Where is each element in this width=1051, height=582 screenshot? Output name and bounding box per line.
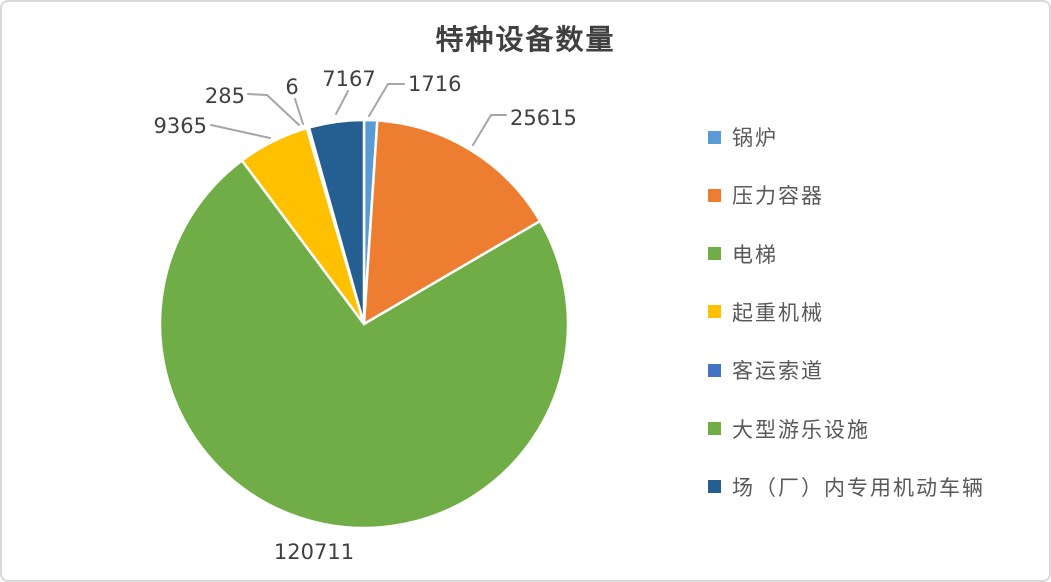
legend-swatch-icon xyxy=(708,363,721,377)
pie-slice-6[interactable] xyxy=(307,118,366,326)
legend-item-0[interactable]: 锅炉 xyxy=(708,122,1038,152)
legend-swatch-icon xyxy=(708,130,721,144)
legend-label: 锅炉 xyxy=(732,126,778,150)
chart-title: 特种设备数量 xyxy=(435,23,616,56)
leader-line-0 xyxy=(368,83,405,117)
legend-item-6[interactable]: 场（厂）内专用机动车辆 xyxy=(708,472,1038,502)
leader-line-5 xyxy=(294,98,304,125)
pie-slice-1[interactable] xyxy=(362,119,542,326)
data-label-2: 120711 xyxy=(274,540,354,564)
legend-label: 客运索道 xyxy=(732,359,824,384)
legend-item-2[interactable]: 电梯 xyxy=(708,239,1038,269)
data-label-0: 1716 xyxy=(408,72,461,96)
legend-label: 场（厂）内专用机动车辆 xyxy=(732,475,985,500)
data-label-4: 285 xyxy=(205,84,245,108)
legend-swatch-icon xyxy=(708,480,721,494)
legend-swatch-icon xyxy=(708,305,721,319)
data-label-5: 6 xyxy=(285,75,298,99)
legend-item-1[interactable]: 压力容器 xyxy=(708,180,1038,210)
pie-slice-2[interactable] xyxy=(158,159,570,530)
legend-swatch-icon xyxy=(708,188,721,202)
legend-label: 压力容器 xyxy=(732,184,824,209)
legend-item-3[interactable]: 起重机械 xyxy=(708,297,1038,327)
legend-label: 大型游乐设施 xyxy=(732,417,870,442)
data-label-3: 9365 xyxy=(154,114,207,138)
legend-swatch-icon xyxy=(708,422,721,436)
leader-line-6 xyxy=(335,90,349,115)
legend-label: 起重机械 xyxy=(732,300,824,325)
legend-item-5[interactable]: 大型游乐设施 xyxy=(708,414,1038,444)
data-label-6: 7167 xyxy=(322,67,375,91)
leader-line-4 xyxy=(247,93,300,126)
leader-line-1 xyxy=(472,114,507,146)
legend-swatch-icon xyxy=(708,247,721,261)
leader-line-3 xyxy=(210,124,271,139)
legend-item-4[interactable]: 客运索道 xyxy=(708,355,1038,385)
legend-label: 电梯 xyxy=(732,242,778,267)
data-label-1: 25615 xyxy=(510,106,577,130)
chart-legend: 锅炉压力容器电梯起重机械客运索道大型游乐设施场（厂）内专用机动车辆 xyxy=(708,122,1038,502)
